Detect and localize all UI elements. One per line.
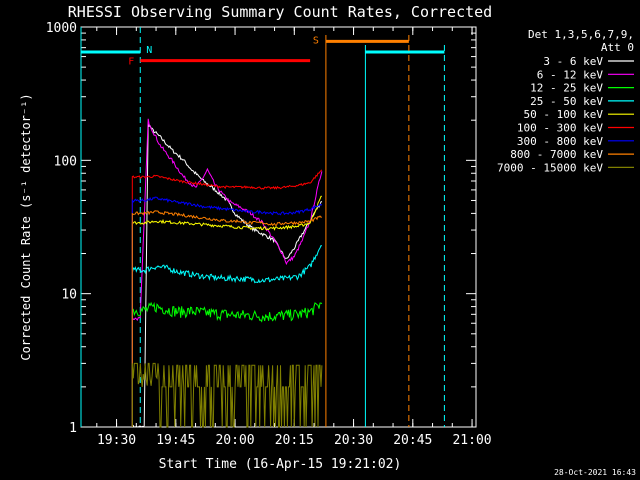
y-tick-label: 100	[54, 154, 77, 169]
x-tick-label: 19:30	[97, 433, 136, 448]
series-line	[131, 244, 323, 427]
x-tick-label: 21:00	[452, 433, 491, 448]
series-line	[131, 195, 322, 427]
series-line	[131, 362, 323, 428]
x-tick-label: 20:30	[334, 433, 373, 448]
chart-title: RHESSI Observing Summary Count Rates, Co…	[68, 3, 492, 21]
y-axis-label: Corrected Count Rate (s⁻¹ detector⁻¹)	[19, 93, 33, 360]
legend-entry-label: 100 - 300 keV	[517, 122, 603, 135]
legend-entry-label: 7000 - 15000 keV	[497, 161, 603, 174]
series-line	[131, 210, 323, 427]
flag-label-night: N	[146, 45, 152, 56]
legend-entry-label: 6 - 12 keV	[537, 68, 604, 81]
legend-header: Det 1,3,5,6,7,9,	[528, 28, 634, 41]
legend-entry-label: 12 - 25 keV	[530, 82, 603, 95]
x-tick-label: 20:45	[393, 433, 432, 448]
timestamp: 28-Oct-2021 16:43	[554, 468, 636, 477]
legend-entry-label: 300 - 800 keV	[517, 135, 603, 148]
legend-entry-label: 800 - 7000 keV	[510, 148, 603, 161]
legend-header: Att 0	[601, 41, 634, 54]
flag-label-saa: S	[313, 35, 319, 46]
series-line	[131, 301, 323, 427]
series-line	[131, 118, 323, 427]
y-tick-label: 10	[61, 288, 77, 303]
legend-entry-label: 25 - 50 keV	[530, 95, 603, 108]
legend-entry-label: 50 - 100 keV	[524, 108, 604, 121]
series-line	[131, 169, 323, 427]
y-tick-label: 1000	[46, 21, 77, 36]
flag-label-flare: F	[128, 57, 134, 68]
legend-entry-label: 3 - 6 keV	[543, 55, 603, 68]
x-axis-label: Start Time (16-Apr-15 19:21:02)	[159, 457, 402, 472]
plot-area: 19:30 19:45 20:00 20:15 20:30 20:45 21:00 1 10 10…	[46, 21, 492, 448]
y-tick-label: 1	[69, 421, 77, 436]
x-tick-label: 20:00	[215, 433, 254, 448]
x-tick-label: 20:15	[275, 433, 314, 448]
series-line	[131, 196, 323, 427]
x-tick-label: 19:45	[156, 433, 195, 448]
